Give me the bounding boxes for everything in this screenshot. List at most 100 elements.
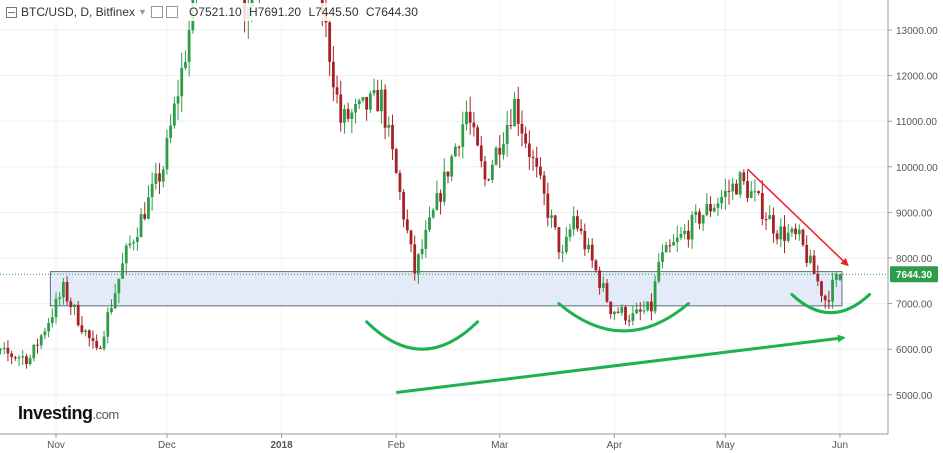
- candle-body: [98, 347, 102, 349]
- candle-body: [472, 122, 476, 128]
- candle-body: [694, 211, 698, 216]
- candle-body: [627, 320, 631, 322]
- candle-body: [402, 192, 406, 220]
- candle-body: [387, 124, 391, 128]
- candle-body: [331, 61, 335, 88]
- candle-body: [553, 215, 557, 228]
- candle-body: [579, 228, 583, 231]
- candle-body: [47, 323, 51, 332]
- candle-body: [147, 197, 150, 219]
- candle-body: [498, 147, 502, 155]
- candle-body: [91, 338, 95, 341]
- candle-body: [420, 248, 424, 255]
- candle-body: [535, 158, 539, 167]
- candle-body: [165, 137, 169, 170]
- candle-body: [25, 356, 28, 365]
- candle-body: [738, 172, 742, 195]
- candle-body: [720, 196, 724, 204]
- candle-body: [509, 124, 513, 127]
- candle-body: [557, 227, 561, 253]
- candle-body: [380, 89, 383, 112]
- y-tick-label: 11000.00: [896, 117, 937, 128]
- candle-body: [354, 104, 357, 113]
- candle-body: [135, 237, 139, 242]
- candle-body: [368, 93, 372, 110]
- candle-body: [764, 219, 768, 221]
- candle-body: [542, 175, 546, 194]
- candle-body: [576, 216, 579, 229]
- candle-body: [808, 255, 812, 263]
- open-key: O: [188, 5, 199, 19]
- candle-body: [58, 297, 62, 299]
- candle-body: [727, 190, 731, 192]
- candle-body: [110, 308, 113, 313]
- visibility-icon[interactable]: [165, 6, 178, 18]
- candle-body: [439, 193, 442, 202]
- candle-body: [642, 310, 646, 312]
- candle-body: [357, 100, 361, 105]
- candle-body: [413, 244, 417, 274]
- candle-body: [527, 143, 531, 157]
- symbol-label[interactable]: BTC/USD, D, Bitfinex: [21, 5, 136, 19]
- candle-body: [69, 301, 73, 308]
- candle-body: [749, 191, 753, 198]
- candle-body: [10, 353, 14, 358]
- candle-body: [335, 87, 339, 95]
- candle-body: [95, 340, 99, 348]
- candle-body: [805, 244, 809, 263]
- candle-body: [161, 169, 165, 182]
- candle-body: [476, 127, 479, 146]
- candle-body: [361, 97, 365, 101]
- settings-icon[interactable]: [150, 6, 163, 18]
- candle-body: [431, 209, 435, 218]
- x-tick-label: Dec: [158, 440, 176, 451]
- candle-body: [453, 146, 457, 157]
- candle-body: [790, 228, 794, 233]
- candle-body: [742, 172, 746, 182]
- candle-body: [87, 330, 91, 339]
- candle-body: [391, 124, 394, 150]
- candle-body: [612, 311, 616, 315]
- candle-body: [457, 146, 461, 148]
- candle-body: [653, 281, 657, 312]
- candle-body: [117, 278, 121, 294]
- candle-body: [513, 98, 516, 127]
- trend-arc: [365, 320, 480, 351]
- candle-body: [568, 229, 572, 237]
- chevron-down-icon[interactable]: ▼: [138, 7, 147, 17]
- collapse-icon[interactable]: [6, 6, 17, 18]
- candle-body: [834, 274, 838, 280]
- candle-body: [169, 125, 173, 138]
- y-tick-label: 8000.00: [896, 254, 933, 265]
- candle-body: [539, 166, 542, 176]
- candle-body: [494, 147, 498, 165]
- candle-body: [6, 347, 10, 354]
- candle-body: [760, 193, 764, 220]
- x-tick-label: Feb: [388, 440, 406, 451]
- candle-body: [339, 94, 343, 123]
- candle-body: [709, 204, 712, 212]
- candle-body: [154, 173, 158, 184]
- close-key: C: [365, 5, 375, 19]
- price-axis: 5000.00 6000.00 7000.00 8000.00 9000.00 10000…: [888, 26, 938, 402]
- uptrend-arrow: [396, 334, 846, 395]
- candle-body: [184, 62, 187, 68]
- candle-body: [50, 317, 54, 324]
- candle-body: [564, 236, 568, 252]
- downtrend-arrow: [747, 168, 849, 267]
- candle-body: [187, 30, 191, 63]
- candle-body: [594, 260, 598, 271]
- candle-body: [812, 255, 816, 275]
- x-tick-label: 2018: [270, 440, 293, 451]
- candle-body: [735, 183, 738, 195]
- candle-body: [158, 173, 161, 182]
- x-tick-label: May: [716, 440, 735, 451]
- candle-body: [609, 301, 613, 315]
- candle-body: [561, 251, 565, 253]
- candle-body: [686, 230, 690, 240]
- candle-body: [801, 229, 805, 245]
- candle-body: [816, 274, 820, 282]
- candle-body: [712, 207, 716, 212]
- high-value: 7691.20: [257, 5, 302, 19]
